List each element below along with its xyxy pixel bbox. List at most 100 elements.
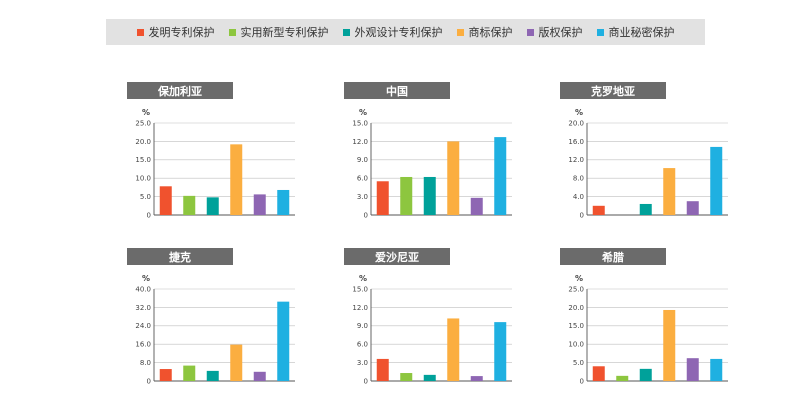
bar xyxy=(376,181,389,215)
legend-label: 实用新型专利保护 xyxy=(240,26,329,39)
y-tick-label: 15.0 xyxy=(568,322,584,330)
y-tick-label: 9.0 xyxy=(357,322,368,330)
bar xyxy=(423,374,436,381)
bar xyxy=(376,358,389,381)
bar xyxy=(686,358,699,381)
y-tick-label: 8.0 xyxy=(140,359,151,367)
bar xyxy=(686,201,699,215)
y-tick-label: 24.0 xyxy=(135,322,151,330)
y-tick-label: 0 xyxy=(147,211,151,219)
legend-swatch xyxy=(526,28,534,36)
chart-panel-croatia: 克罗地亚 % 20.0 16.0 12.0 8.0 4.0 0 xyxy=(560,82,760,227)
legend-label: 外观设计专利保护 xyxy=(354,26,443,39)
chart-panel-estonia: 爱沙尼亚 % 15.0 12.0 9.0 6.0 3.0 0 xyxy=(344,248,544,393)
y-axis-unit: % xyxy=(359,274,367,283)
bar xyxy=(423,176,436,215)
y-tick-label: 9.0 xyxy=(357,156,368,164)
bar xyxy=(494,322,507,381)
bar xyxy=(447,318,460,381)
y-tick-label: 10.0 xyxy=(568,341,584,349)
legend-label: 商标保护 xyxy=(468,26,513,39)
bar xyxy=(616,375,629,381)
legend-item: 发明专利保护 xyxy=(136,24,215,40)
panel-title: 克罗地亚 xyxy=(560,82,666,99)
y-tick-label: 0 xyxy=(364,211,368,219)
y-tick-label: 5.0 xyxy=(140,193,151,201)
chart-panel-china: 中国 % 15.0 12.0 9.0 6.0 3.0 0 xyxy=(344,82,544,227)
bar xyxy=(230,144,243,215)
bar-chart: % 40.0 32.0 24.0 16.0 8.0 0 xyxy=(135,274,295,385)
bar xyxy=(592,366,605,381)
bar-chart: % 25.0 20.0 15.0 10.0 5.0 0 xyxy=(568,274,728,385)
bar-chart: % 25.0 20.0 15.0 10.0 5.0 0 xyxy=(135,108,295,219)
y-axis-unit: % xyxy=(142,108,150,117)
y-tick-label: 4.0 xyxy=(573,193,584,201)
y-tick-label: 0 xyxy=(364,377,368,385)
legend-swatch xyxy=(342,28,350,36)
y-tick-label: 16.0 xyxy=(135,341,151,349)
y-tick-label: 3.0 xyxy=(357,359,368,367)
legend-swatch xyxy=(596,28,604,36)
chart-panel-bulgaria: 保加利亚 % 25.0 20.0 15.0 10.0 5.0 0 xyxy=(127,82,327,227)
legend-item: 版权保护 xyxy=(526,24,583,40)
bar xyxy=(253,371,266,381)
bar xyxy=(159,186,172,215)
legend-swatch xyxy=(228,28,236,36)
bar xyxy=(639,368,652,381)
bar xyxy=(277,189,290,215)
y-tick-label: 20.0 xyxy=(135,138,151,146)
y-axis-unit: % xyxy=(575,274,583,283)
y-tick-label: 12.0 xyxy=(352,304,368,312)
y-tick-label: 0 xyxy=(580,211,584,219)
panel-title: 希腊 xyxy=(560,248,666,265)
y-tick-label: 15.0 xyxy=(135,156,151,164)
bar xyxy=(183,365,196,381)
y-tick-label: 32.0 xyxy=(135,304,151,312)
y-tick-label: 15.0 xyxy=(352,119,368,127)
y-tick-label: 40.0 xyxy=(135,285,151,293)
y-tick-label: 20.0 xyxy=(568,119,584,127)
legend-label: 版权保护 xyxy=(538,26,583,39)
bar xyxy=(639,203,652,215)
y-axis-unit: % xyxy=(359,108,367,117)
y-tick-label: 0 xyxy=(580,377,584,385)
legend-label: 发明专利保护 xyxy=(148,26,215,39)
bar xyxy=(159,369,172,381)
bar xyxy=(592,205,605,215)
legend-swatch xyxy=(456,28,464,36)
bar xyxy=(400,373,413,381)
y-tick-label: 25.0 xyxy=(135,119,151,127)
legend-item: 实用新型专利保护 xyxy=(228,24,329,40)
bar xyxy=(400,176,413,215)
panel-title: 爱沙尼亚 xyxy=(344,248,450,265)
bar xyxy=(447,141,460,215)
panel-title: 中国 xyxy=(344,82,450,99)
bar xyxy=(230,344,243,381)
y-tick-label: 3.0 xyxy=(357,193,368,201)
bar xyxy=(710,146,723,215)
y-tick-label: 6.0 xyxy=(357,175,368,183)
y-axis-unit: % xyxy=(142,274,150,283)
y-tick-label: 15.0 xyxy=(352,285,368,293)
bar xyxy=(663,168,676,215)
legend-item: 商标保护 xyxy=(456,24,513,40)
bar xyxy=(470,197,483,215)
bar xyxy=(183,195,196,215)
chart-panel-czech: 捷克 % 40.0 32.0 24.0 16.0 8.0 0 xyxy=(127,248,327,393)
legend-item: 商业秘密保护 xyxy=(596,24,675,40)
y-tick-label: 16.0 xyxy=(568,138,584,146)
y-tick-label: 10.0 xyxy=(135,175,151,183)
bar xyxy=(206,370,219,381)
y-tick-label: 12.0 xyxy=(352,138,368,146)
y-tick-label: 5.0 xyxy=(573,359,584,367)
y-axis-unit: % xyxy=(575,108,583,117)
legend-item: 外观设计专利保护 xyxy=(342,24,443,40)
panel-title: 捷克 xyxy=(127,248,233,265)
y-tick-label: 0 xyxy=(147,377,151,385)
bar xyxy=(206,197,219,215)
legend-swatch xyxy=(136,28,144,36)
panel-title: 保加利亚 xyxy=(127,82,233,99)
chart-legend: 发明专利保护 实用新型专利保护 外观设计专利保护 商标保护 版权保护 商业秘密保… xyxy=(106,19,705,45)
bar-chart: % 20.0 16.0 12.0 8.0 4.0 0 xyxy=(568,108,728,219)
bar xyxy=(710,358,723,381)
